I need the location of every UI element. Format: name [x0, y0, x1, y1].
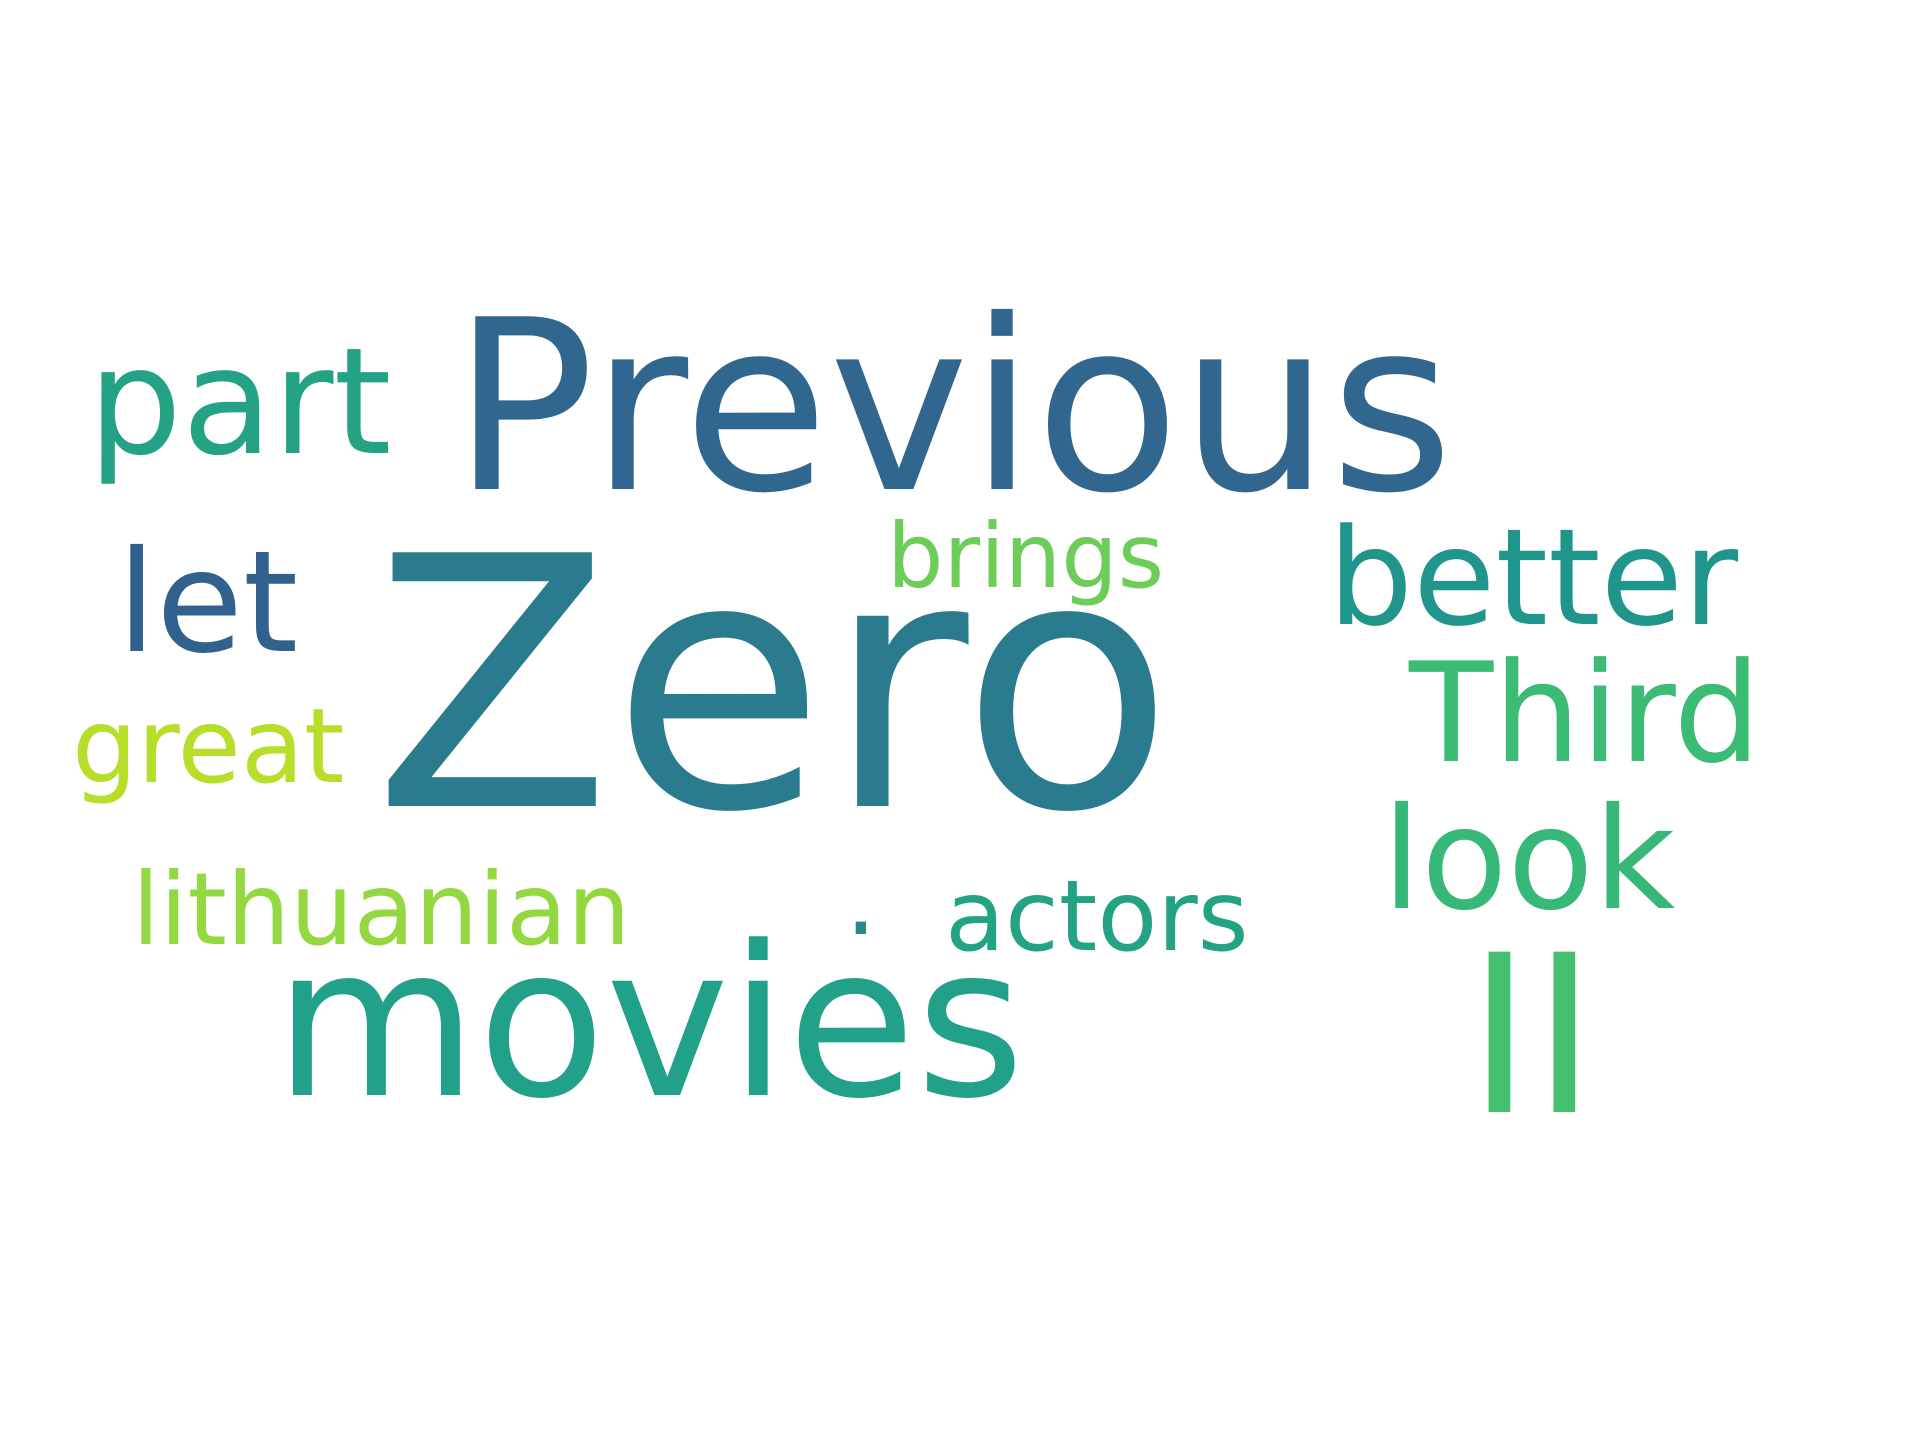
- word-look: look: [1382, 778, 1676, 942]
- word-period: .: [845, 841, 877, 958]
- word-previous: Previous: [452, 269, 1454, 545]
- word-ii: II: [1467, 908, 1597, 1164]
- word-actors: actors: [945, 860, 1249, 974]
- word-third: Third: [1409, 633, 1762, 794]
- word-part: part: [88, 316, 392, 488]
- word-let: let: [117, 521, 299, 685]
- word-better: better: [1328, 500, 1739, 656]
- word-zero: Zero: [373, 484, 1174, 889]
- word-lithuanian: lithuanian: [132, 851, 631, 968]
- word-movies: movies: [274, 902, 1025, 1145]
- word-great: great: [72, 687, 345, 807]
- word-brings: brings: [887, 504, 1165, 608]
